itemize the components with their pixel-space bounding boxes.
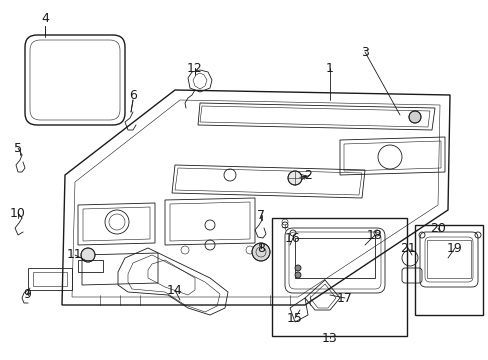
Bar xyxy=(414,225,482,315)
Text: 10: 10 xyxy=(10,207,26,220)
Text: 9: 9 xyxy=(23,288,31,302)
Text: 6: 6 xyxy=(129,89,137,102)
Circle shape xyxy=(408,111,420,123)
Circle shape xyxy=(294,272,301,278)
Text: 4: 4 xyxy=(41,12,49,24)
Bar xyxy=(271,218,406,336)
Text: 15: 15 xyxy=(286,311,303,324)
Text: 12: 12 xyxy=(187,62,203,75)
Bar xyxy=(426,240,470,278)
Bar xyxy=(294,238,374,278)
Text: 3: 3 xyxy=(360,45,368,59)
Text: 2: 2 xyxy=(304,168,311,181)
Circle shape xyxy=(251,243,269,261)
Text: 8: 8 xyxy=(257,242,264,255)
Text: 11: 11 xyxy=(67,248,82,261)
Text: 1: 1 xyxy=(325,62,333,75)
Text: 14: 14 xyxy=(167,284,183,297)
Text: 5: 5 xyxy=(14,141,22,154)
Circle shape xyxy=(294,265,301,271)
Text: 20: 20 xyxy=(429,221,445,234)
Text: 13: 13 xyxy=(322,332,337,345)
Text: 19: 19 xyxy=(446,242,462,255)
Text: 7: 7 xyxy=(257,208,264,221)
Text: 17: 17 xyxy=(336,292,352,305)
Circle shape xyxy=(287,171,302,185)
Text: 16: 16 xyxy=(285,231,300,244)
Text: 18: 18 xyxy=(366,229,382,242)
Circle shape xyxy=(81,248,95,262)
Bar xyxy=(78,260,103,272)
Text: 21: 21 xyxy=(399,242,415,255)
